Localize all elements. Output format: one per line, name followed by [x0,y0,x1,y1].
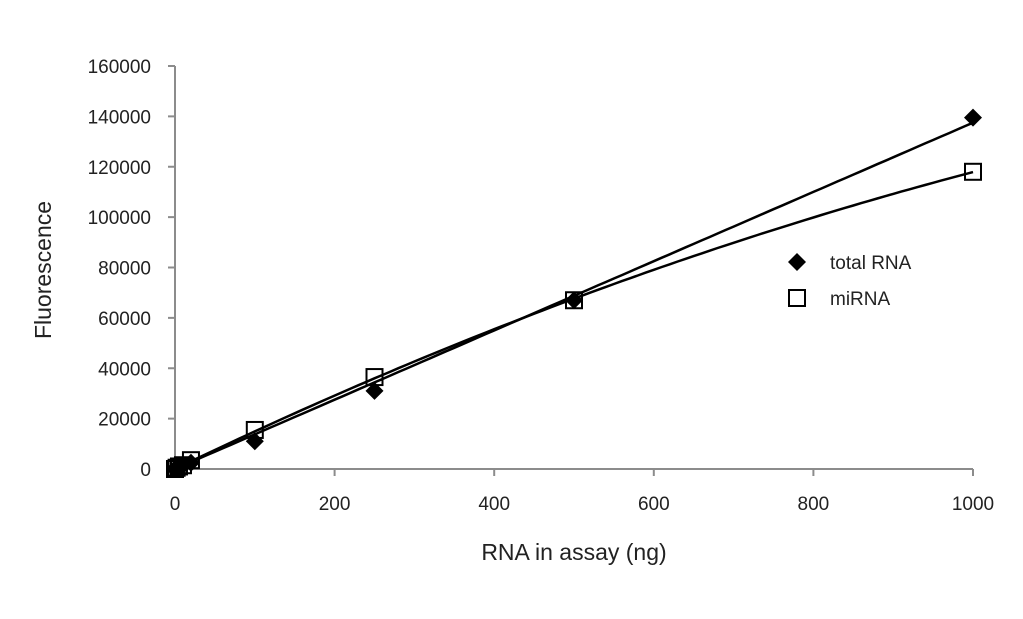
tick-labels: 0 20000 40000 60000 80000 100000 120000 140000 1… [88,57,995,515]
y-axis-title: Fluorescence [30,201,56,339]
y-tick-label: 160000 [88,57,151,78]
legend-label-total-rna: total RNA [830,253,912,274]
trendline-mirna [174,170,974,471]
y-tick-label: 40000 [98,359,151,380]
y-tick-label: 0 [140,460,151,481]
legend-marker-mirna [788,289,806,307]
y-tick-label: 20000 [98,410,151,431]
point-mirna [245,420,264,439]
x-tick-label: 800 [798,494,830,515]
point-mirna [181,451,200,470]
x-tick-label: 1000 [952,494,994,515]
point-mirna [964,162,982,181]
point-mirna [169,457,188,476]
y-tick-label: 80000 [98,259,151,280]
y-tick-label: 140000 [88,107,151,128]
point-mirna [365,368,384,387]
legend-label-mirna: miRNA [830,289,890,310]
point-total-rna [964,108,982,127]
x-tick-label: 200 [319,494,351,515]
point-total-rna [565,291,583,310]
point-mirna [565,291,583,310]
x-axis-title: RNA in assay (ng) [481,539,666,565]
point-total-rna [365,381,384,400]
x-tick-label: 600 [638,494,670,515]
x-tick-label: 0 [170,494,181,515]
y-tick-label: 100000 [88,208,151,229]
legend: total RNA miRNA [788,253,912,310]
y-tick-label: 120000 [88,158,151,179]
y-tick-label: 60000 [98,309,151,330]
legend-marker-total-rna [788,253,806,271]
x-tick-label: 400 [478,494,510,515]
point-total-rna [245,432,264,451]
data-points [166,108,982,478]
